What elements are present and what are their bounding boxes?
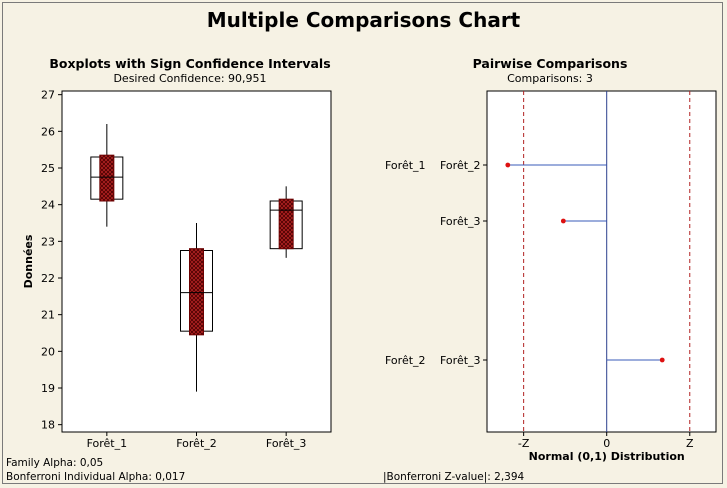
- x-tick-label: -Z: [518, 437, 530, 450]
- x-tick-label: 0: [603, 437, 610, 450]
- boxplot-panel: 18 19 20 21 22 23 24 25 26 27 Données Forêt_1 Forêt_…: [22, 89, 332, 450]
- comparison-group-b: Forêt_2: [440, 159, 481, 172]
- y-tick-label: 24: [41, 199, 55, 212]
- boxplot-subtitle: Desired Confidence: 90,951: [113, 72, 267, 85]
- pairwise-title: Pairwise Comparisons: [472, 56, 628, 71]
- comparison-point: [560, 218, 566, 224]
- pairwise-subtitle: Comparisons: 3: [507, 72, 593, 85]
- comparison-group-a: Forêt_2: [385, 354, 426, 367]
- family-alpha-label: Family Alpha: 0,05: [6, 457, 104, 469]
- y-tick-label: 27: [41, 89, 55, 102]
- y-tick-label: 22: [41, 272, 55, 285]
- comparison-point: [659, 357, 665, 363]
- sign-confidence-interval: [278, 198, 294, 250]
- y-tick-label: 18: [41, 419, 55, 432]
- z-value-label: |Bonferroni Z-value|: 2,394: [383, 471, 525, 483]
- x-tick-label: Forêt_1: [87, 437, 128, 450]
- comparison-group-b: Forêt_3: [440, 354, 481, 367]
- main-title: Multiple Comparisons Chart: [206, 8, 521, 32]
- x-axis-label: Normal (0,1) Distribution: [529, 450, 685, 463]
- y-tick-label: 21: [41, 309, 55, 322]
- comparison-group-b: Forêt_3: [440, 215, 481, 228]
- x-tick-label: Forêt_2: [176, 437, 217, 450]
- comparison-point: [505, 162, 511, 168]
- x-tick-label: Forêt_3: [266, 437, 307, 450]
- pairwise-frame: [486, 90, 717, 433]
- comparison-group-a: Forêt_1: [385, 159, 426, 172]
- y-axis-label: Données: [22, 234, 35, 288]
- individual-alpha-label: Bonferroni Individual Alpha: 0,017: [6, 471, 186, 483]
- sign-confidence-interval: [189, 248, 204, 336]
- boxplot-title: Boxplots with Sign Confidence Intervals: [49, 56, 331, 71]
- y-tick-label: 25: [41, 162, 55, 175]
- x-tick-label: Z: [686, 437, 694, 450]
- y-tick-label: 20: [41, 345, 55, 358]
- y-tick-label: 26: [41, 125, 55, 138]
- y-tick-label: 19: [41, 382, 55, 395]
- y-tick-label: 23: [41, 235, 55, 248]
- chart-frame: [2, 2, 723, 484]
- sign-confidence-interval: [99, 154, 115, 202]
